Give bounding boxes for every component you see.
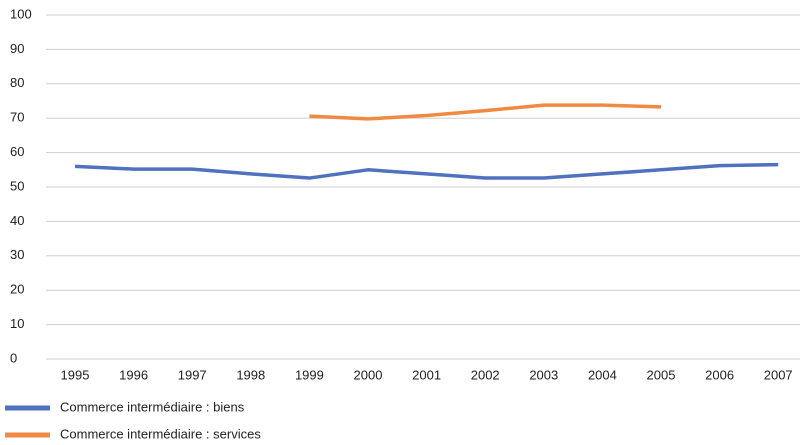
y-tick-label: 100 [10,6,32,21]
x-tick-label: 1996 [119,367,148,382]
y-tick-label: 0 [10,350,17,365]
x-tick-label: 2001 [412,367,441,382]
y-tick-label: 40 [10,213,24,228]
y-tick-label: 90 [10,41,24,56]
y-tick-label: 20 [10,282,24,297]
x-tick-label: 2003 [529,367,558,382]
x-tick-label: 2004 [588,367,617,382]
series-line [309,103,662,121]
y-tick-label: 60 [10,144,24,159]
x-tick-label: 1999 [295,367,324,382]
y-tick-label: 50 [10,178,24,193]
x-tick-label: 2002 [471,367,500,382]
x-tick-label: 1997 [178,367,207,382]
series-line [74,162,779,180]
y-tick-label: 80 [10,75,24,90]
x-tick-label: 2006 [705,367,734,382]
x-tick-label: 2000 [354,367,383,382]
y-tick-label: 70 [10,110,24,125]
y-tick-label: 30 [10,247,24,262]
x-tick-label: 2007 [764,367,793,382]
y-tick-label: 10 [10,316,24,331]
legend-label: Commerce intermédiaire : biens [60,399,245,414]
x-tick-label: 2005 [647,367,676,382]
x-tick-label: 1998 [236,367,265,382]
x-tick-label: 1995 [61,367,90,382]
legend-label: Commerce intermédiaire : services [60,426,261,441]
